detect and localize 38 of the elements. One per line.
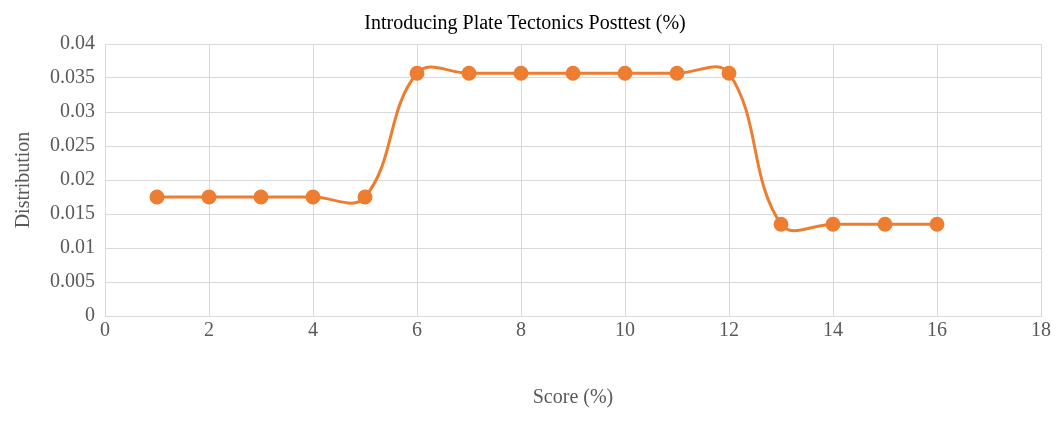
point	[149, 189, 165, 205]
x-tick-label: 16	[927, 318, 947, 341]
y-tick-label: 0.025	[50, 133, 95, 156]
x-tick-label: 14	[823, 318, 843, 341]
point	[461, 65, 477, 81]
point	[357, 189, 373, 205]
y-tick-label: 0	[85, 303, 95, 326]
x-tick-label: 10	[615, 318, 635, 341]
x-tick-label: 18	[1031, 318, 1051, 341]
point	[721, 65, 737, 81]
point	[617, 65, 633, 81]
x-tick-label: 12	[719, 318, 739, 341]
x-tick-label: 6	[412, 318, 422, 341]
point	[201, 189, 217, 205]
y-tick-label: 0.01	[60, 235, 95, 258]
point	[565, 65, 581, 81]
point	[253, 189, 269, 205]
x-tick-label: 4	[308, 318, 318, 341]
y-tick-label: 0.015	[50, 201, 95, 224]
x-tick-label: 2	[204, 318, 214, 341]
point	[409, 65, 425, 81]
point	[929, 216, 945, 232]
x-axis-title: Score (%)	[532, 385, 614, 409]
point	[513, 65, 529, 81]
y-tick-label: 0.005	[50, 269, 95, 292]
y-tick-label: 0.03	[60, 99, 95, 122]
point	[877, 216, 893, 232]
y-tick-label: 0.035	[50, 65, 95, 88]
point	[825, 216, 841, 232]
y-tick-label: 0.04	[60, 31, 95, 54]
chart-title: Introducing Plate Tectonics Posttest (%)	[364, 11, 686, 35]
x-tick-label: 0	[100, 318, 110, 341]
point	[305, 189, 321, 205]
point	[669, 65, 685, 81]
y-axis-title: Distribution	[11, 131, 34, 229]
x-tick-label: 8	[516, 318, 526, 341]
point	[773, 216, 789, 232]
y-tick-label: 0.02	[60, 167, 95, 190]
